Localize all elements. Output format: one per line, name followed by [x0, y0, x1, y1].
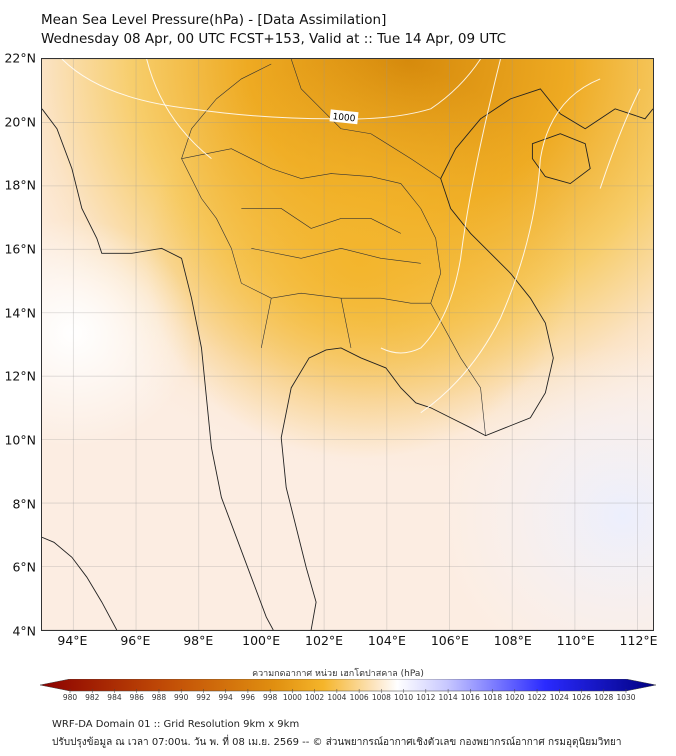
scs-high-field: [42, 59, 653, 630]
lat-label: 14°N: [4, 305, 36, 321]
isobar-label-1000: 1000: [329, 109, 359, 124]
lon-label: 106°E: [430, 633, 469, 648]
lon-label: 96°E: [120, 633, 151, 648]
colorbar-tick-label: 996: [240, 693, 256, 702]
pressure-map: 1000: [41, 58, 654, 631]
colorbar-tick-label: 1028: [594, 693, 614, 702]
colorbar-tick-label: 1010: [394, 693, 414, 702]
colorbar-tick-label: 998: [262, 693, 278, 702]
colorbar-tick-label: 1022: [527, 693, 547, 702]
colorbar: [40, 679, 656, 693]
colorbar-title: ความกดอากาศ หน่วย เฮกโตปาสคาล (hPa): [252, 669, 424, 679]
colorbar-tick-label: 1016: [460, 693, 480, 702]
lat-label: 16°N: [4, 241, 36, 257]
colorbar-tick-label: 992: [196, 693, 211, 702]
colorbar-tick-label: 1008: [371, 693, 391, 702]
lon-label: 100°E: [242, 633, 281, 648]
lon-label: 112°E: [619, 633, 658, 648]
lat-label: 4°N: [12, 623, 36, 639]
graticule: [42, 59, 653, 630]
colorbar-tick-label: 1026: [571, 693, 592, 702]
lat-label: 10°N: [4, 432, 36, 448]
colorbar-tick-label: 994: [218, 693, 233, 702]
lon-label: 110°E: [556, 633, 595, 648]
lat-label: 12°N: [4, 368, 36, 384]
lat-label: 18°N: [4, 177, 36, 193]
colorbar-tick-label: 1024: [549, 693, 569, 702]
svg-text:1000: 1000: [332, 112, 356, 124]
footer-credit: ปรับปรุงข้อมูล ณ เวลา 07:00น. วัน พ. ที่…: [52, 737, 622, 748]
colorbar-tick-label: 1012: [416, 693, 436, 702]
lat-label: 8°N: [12, 496, 36, 512]
lat-label: 6°N: [12, 559, 36, 575]
colorbar-tick-label: 990: [174, 693, 189, 702]
colorbar-tick-label: 1020: [505, 693, 525, 702]
colorbar-tick-label: 1004: [327, 693, 347, 702]
lon-label: 98°E: [183, 633, 214, 648]
chart-subtitle: Wednesday 08 Apr, 00 UTC FCST+153, Valid…: [41, 31, 507, 47]
coastline: [42, 59, 653, 630]
colorbar-tick-label: 1030: [616, 693, 636, 702]
lat-label: 22°N: [4, 50, 36, 66]
colorbar-tick-label: 1018: [483, 693, 503, 702]
lon-label: 102°E: [305, 633, 344, 648]
lon-label: 108°E: [493, 633, 532, 648]
lon-label: 94°E: [57, 633, 88, 648]
chart-title: Mean Sea Level Pressure(hPa) - [Data Ass…: [41, 12, 387, 28]
colorbar-tick-label: 1014: [438, 693, 458, 702]
colorbar-tick-label: 1000: [282, 693, 302, 702]
colorbar-tick-label: 984: [107, 693, 122, 702]
colorbar-tick-label: 1006: [349, 693, 369, 702]
colorbar-tick-label: 986: [129, 693, 144, 702]
colorbar-tick-label: 988: [151, 693, 167, 702]
colorbar-tick-label: 1002: [305, 693, 325, 702]
isobar-lines: [61, 59, 641, 414]
colorbar-tick-label: 980: [62, 693, 78, 702]
footer-model-info: WRF-DA Domain 01 :: Grid Resolution 9km …: [52, 719, 300, 730]
lat-label: 20°N: [4, 114, 36, 130]
hainan-island: [531, 133, 591, 185]
lon-label: 104°E: [367, 633, 406, 648]
colorbar-tick-label: 982: [85, 693, 100, 702]
